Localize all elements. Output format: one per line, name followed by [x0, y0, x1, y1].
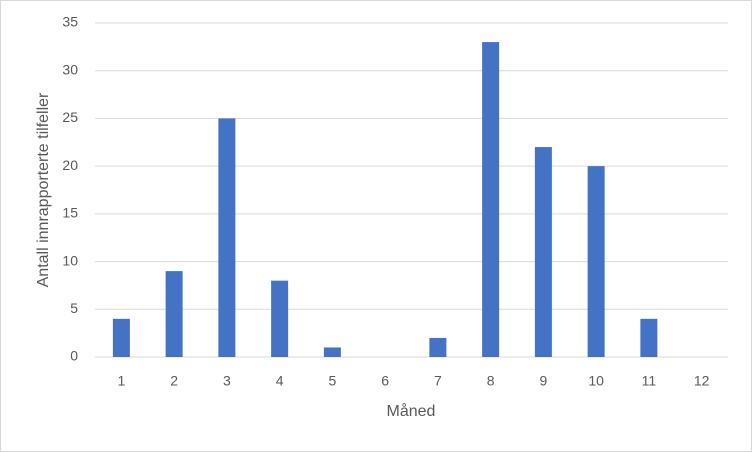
bar	[534, 147, 552, 357]
y-tick-label: 30	[62, 61, 78, 77]
bar	[640, 318, 658, 357]
bar	[587, 166, 605, 357]
bar	[218, 118, 236, 357]
y-tick-label: 5	[70, 300, 78, 316]
x-axis-title: Måned	[387, 402, 436, 420]
x-tick-label: 12	[694, 373, 710, 389]
y-tick-label: 10	[62, 252, 78, 268]
y-tick-label: 0	[70, 348, 78, 364]
x-tick-label: 2	[170, 373, 178, 389]
x-tick-label: 10	[588, 373, 604, 389]
y-tick-label: 20	[62, 157, 78, 173]
y-tick-label: 35	[62, 14, 78, 30]
bar	[429, 337, 447, 357]
x-tick-label: 5	[328, 373, 336, 389]
x-tick-label: 11	[642, 373, 657, 389]
x-tick-label: 8	[487, 373, 495, 389]
y-axis-title: Antall innrapporterte tilfeller	[35, 92, 52, 287]
y-tick-label: 15	[62, 205, 78, 221]
bar	[112, 318, 130, 357]
bar	[323, 347, 341, 357]
x-tick-label: 6	[381, 373, 389, 389]
x-tick-label: 4	[276, 373, 284, 389]
x-tick-label: 7	[434, 373, 442, 389]
bar	[271, 280, 289, 357]
x-tick-label: 1	[117, 373, 125, 389]
bar	[165, 271, 183, 357]
x-tick-label: 3	[223, 373, 231, 389]
y-tick-label: 25	[62, 109, 78, 125]
bar	[482, 42, 500, 357]
x-tick-label: 9	[539, 373, 547, 389]
